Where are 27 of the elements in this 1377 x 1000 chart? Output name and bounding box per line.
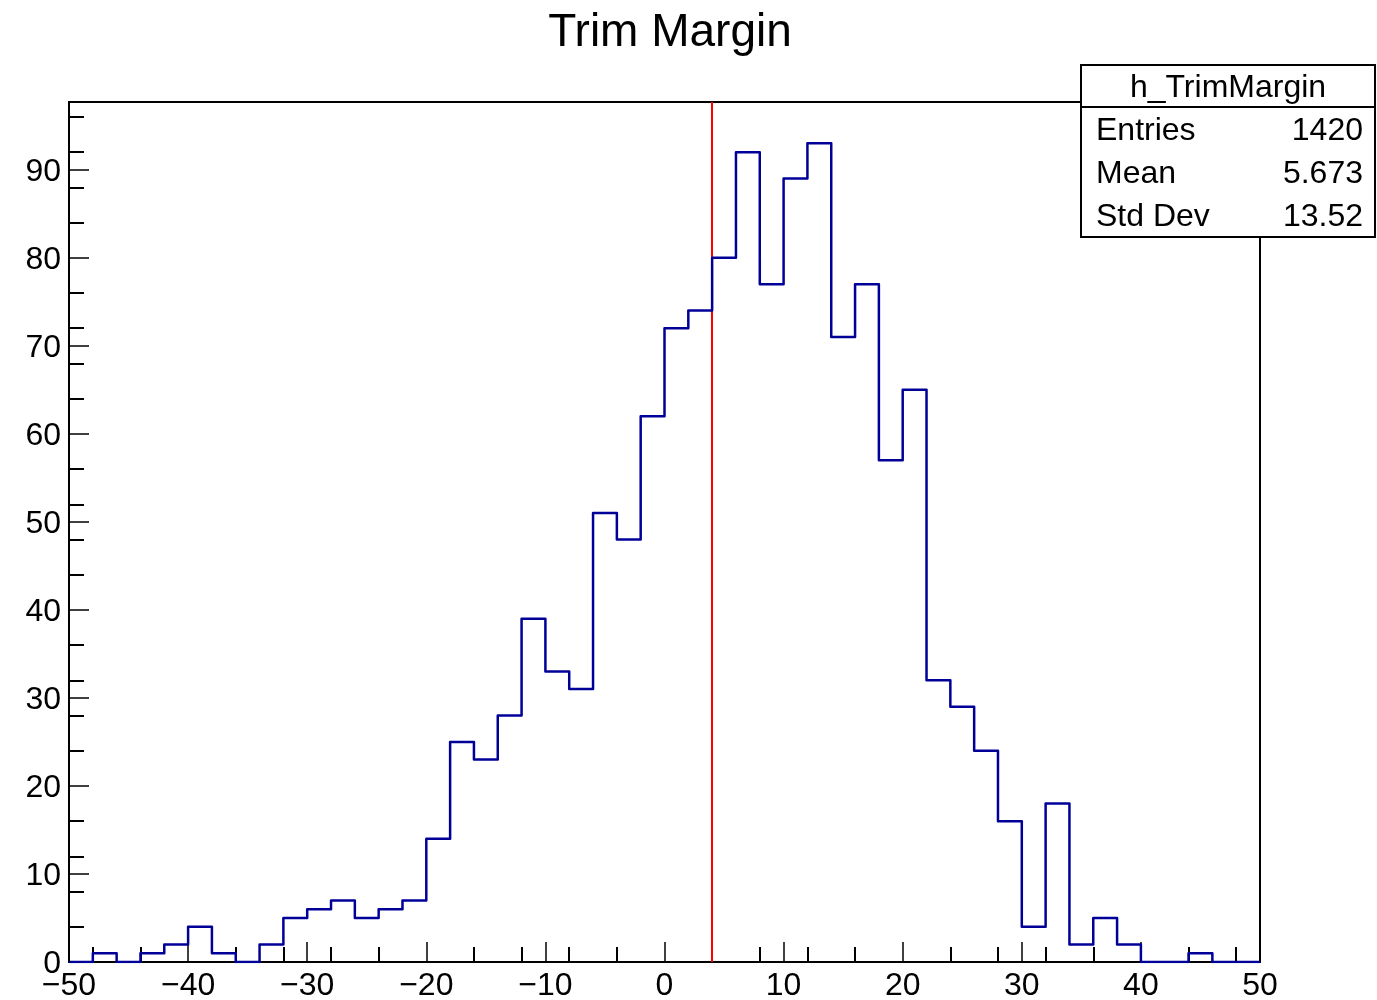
y-tick-label: 70	[25, 327, 61, 364]
y-tick-label: 90	[25, 151, 61, 188]
x-tick-label: 50	[1242, 966, 1278, 1000]
text: 1420	[1291, 111, 1363, 147]
y-tick-label: 30	[25, 679, 61, 716]
y-tick-label: 80	[25, 239, 61, 276]
y-tick-label: 50	[25, 503, 61, 540]
x-tick-label: −30	[280, 966, 335, 1000]
x-tick-label: −40	[160, 966, 216, 1000]
text: 13.52	[1282, 197, 1363, 233]
x-tick-label: 30	[1004, 966, 1040, 1000]
text: 5.673	[1282, 154, 1363, 190]
y-tick-label: 20	[25, 767, 61, 804]
y-tick-label: 10	[25, 855, 61, 892]
annotation: Entries	[1096, 111, 1196, 147]
x-tick-label: −20	[399, 966, 454, 1000]
chart-title: Trim Margin	[548, 4, 792, 56]
annotation: Mean	[1096, 154, 1177, 190]
x-tick-label: 10	[765, 966, 802, 1000]
x-tick-label: 20	[884, 966, 921, 1000]
y-tick-label: 60	[25, 415, 61, 452]
annotation: Std Dev	[1096, 197, 1210, 233]
x-tick-label: 40	[1123, 966, 1159, 1000]
annotation: h_TrimMargin	[1129, 68, 1327, 104]
x-tick-label: 0	[655, 966, 674, 1000]
x-tick-label: −10	[518, 966, 573, 1000]
y-tick-label: 40	[25, 591, 61, 628]
